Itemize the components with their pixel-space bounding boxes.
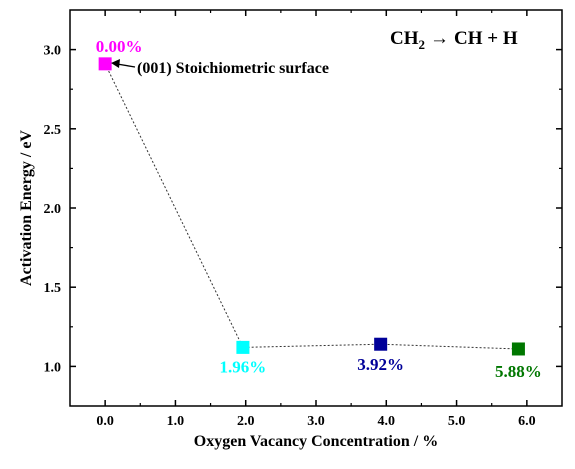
point-labels: 0.00% 1.96% 3.92% 5.88%: [96, 37, 542, 381]
x-tick-label: 2.0: [237, 414, 255, 429]
reaction-lhs: CH: [390, 28, 419, 49]
x-tick-label: 1.0: [167, 414, 185, 429]
data-markers: [98, 57, 525, 356]
x-tick-label: 6.0: [518, 414, 536, 429]
axis-tick-labels: 0.0 1.0 2.0 3.0 4.0 5.0 6.0 1.0 1.5 2.0 2.5 3.0: [44, 44, 536, 429]
data-point-marker: [236, 340, 250, 354]
x-tick-label: 0.0: [96, 414, 114, 429]
x-tick-label: 5.0: [448, 414, 466, 429]
annotation-text: (001) Stoichiometric surface: [137, 60, 329, 77]
y-tick-label: 1.5: [44, 281, 62, 296]
y-tick-label: 2.5: [44, 123, 62, 138]
data-point-label: 3.92%: [357, 355, 404, 374]
reaction-lhs-subscript: 2: [419, 37, 426, 52]
y-tick-label: 1.0: [44, 360, 62, 375]
y-tick-label: 3.0: [44, 44, 62, 59]
connector-line: [104, 63, 519, 350]
axis-ticks: [70, 10, 562, 406]
data-point-label: 5.88%: [495, 362, 542, 381]
y-axis-title: Activation Energy / eV: [18, 130, 35, 286]
data-point-marker: [374, 337, 388, 351]
reaction-label: CH2 → CH + H: [390, 28, 518, 52]
x-axis-title: Oxygen Vacancy Concentration / %: [194, 433, 438, 450]
annotation-arrow-head: [111, 59, 120, 68]
data-point-marker: [98, 57, 112, 71]
y-tick-label: 2.0: [44, 202, 62, 217]
reaction-rhs: CH + H: [454, 28, 518, 49]
data-point-label: 0.00%: [96, 37, 143, 56]
reaction-arrow: →: [430, 28, 449, 49]
data-point-label: 1.96%: [220, 357, 267, 376]
annotation-arrow-line: [116, 63, 136, 68]
x-tick-label: 3.0: [307, 414, 325, 429]
x-tick-label: 4.0: [378, 414, 396, 429]
data-point-marker: [511, 342, 525, 356]
